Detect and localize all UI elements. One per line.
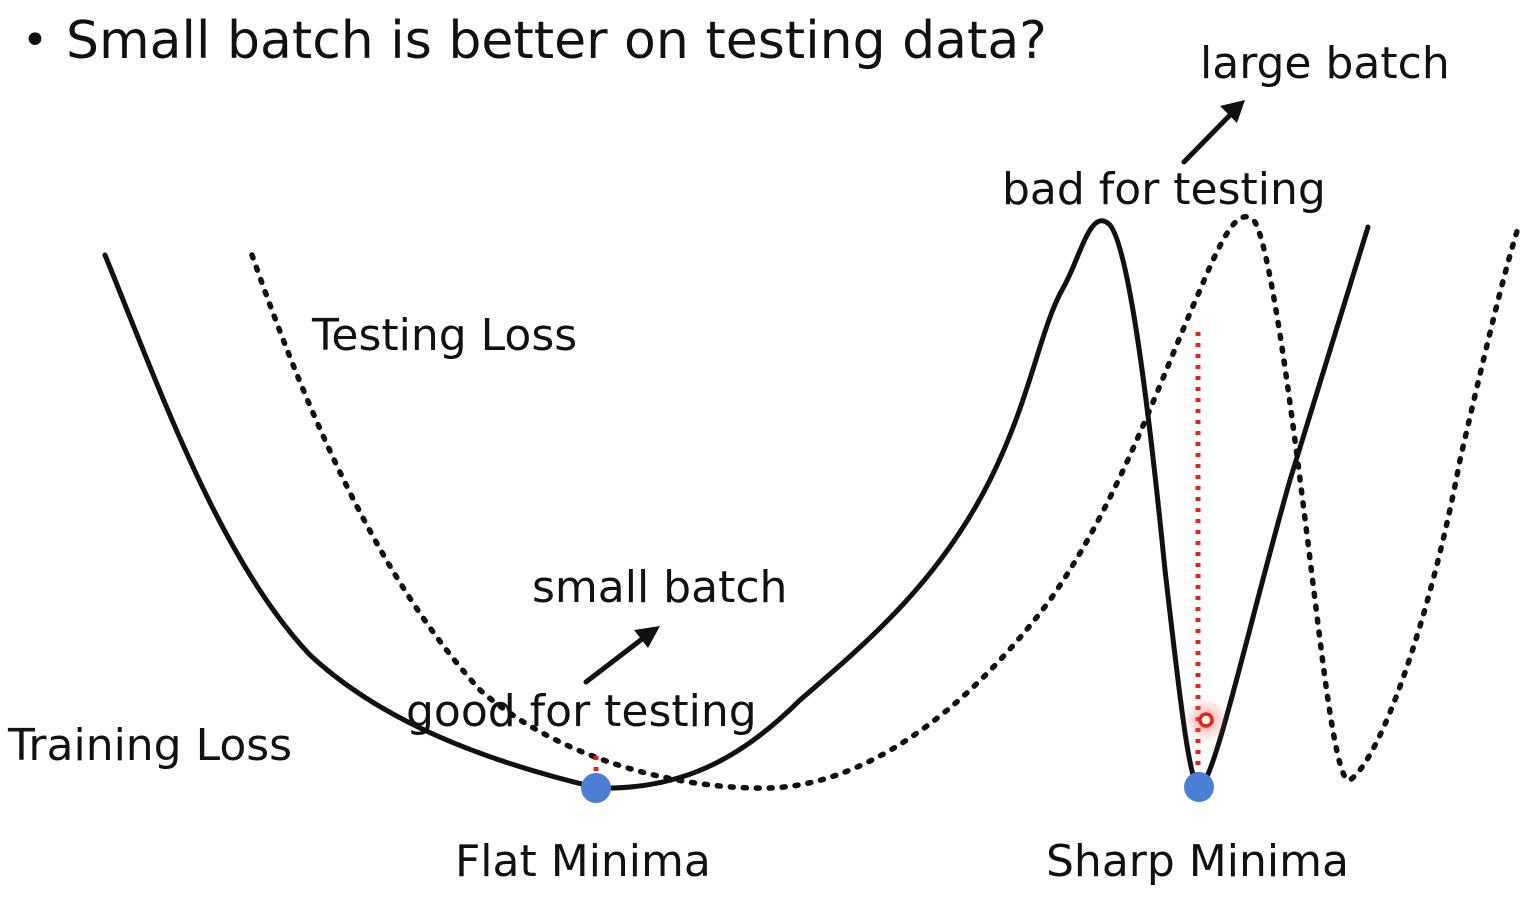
small-batch-label: small batch — [532, 562, 787, 613]
training-loss-label: Training Loss — [7, 720, 292, 771]
sharp-minima-label: Sharp Minima — [1046, 836, 1349, 887]
small-batch-arrow — [583, 626, 660, 685]
large-batch-arrow — [1181, 100, 1245, 165]
slide-title: Small batch is better on testing data? — [66, 11, 1047, 71]
flat-minima-point — [581, 773, 611, 803]
good-for-testing-label: good for testing — [406, 686, 757, 737]
large-batch-label: large batch — [1200, 38, 1450, 89]
testing-loss-label: Testing Loss — [311, 310, 577, 361]
pointer-ring — [1198, 712, 1214, 728]
bad-for-testing-label: bad for testing — [1002, 164, 1326, 215]
bullet-marker: • — [22, 15, 48, 66]
sharp-minima-point — [1184, 772, 1214, 802]
flat-minima-label: Flat Minima — [455, 836, 711, 887]
testing-loss-curve — [249, 214, 1521, 791]
